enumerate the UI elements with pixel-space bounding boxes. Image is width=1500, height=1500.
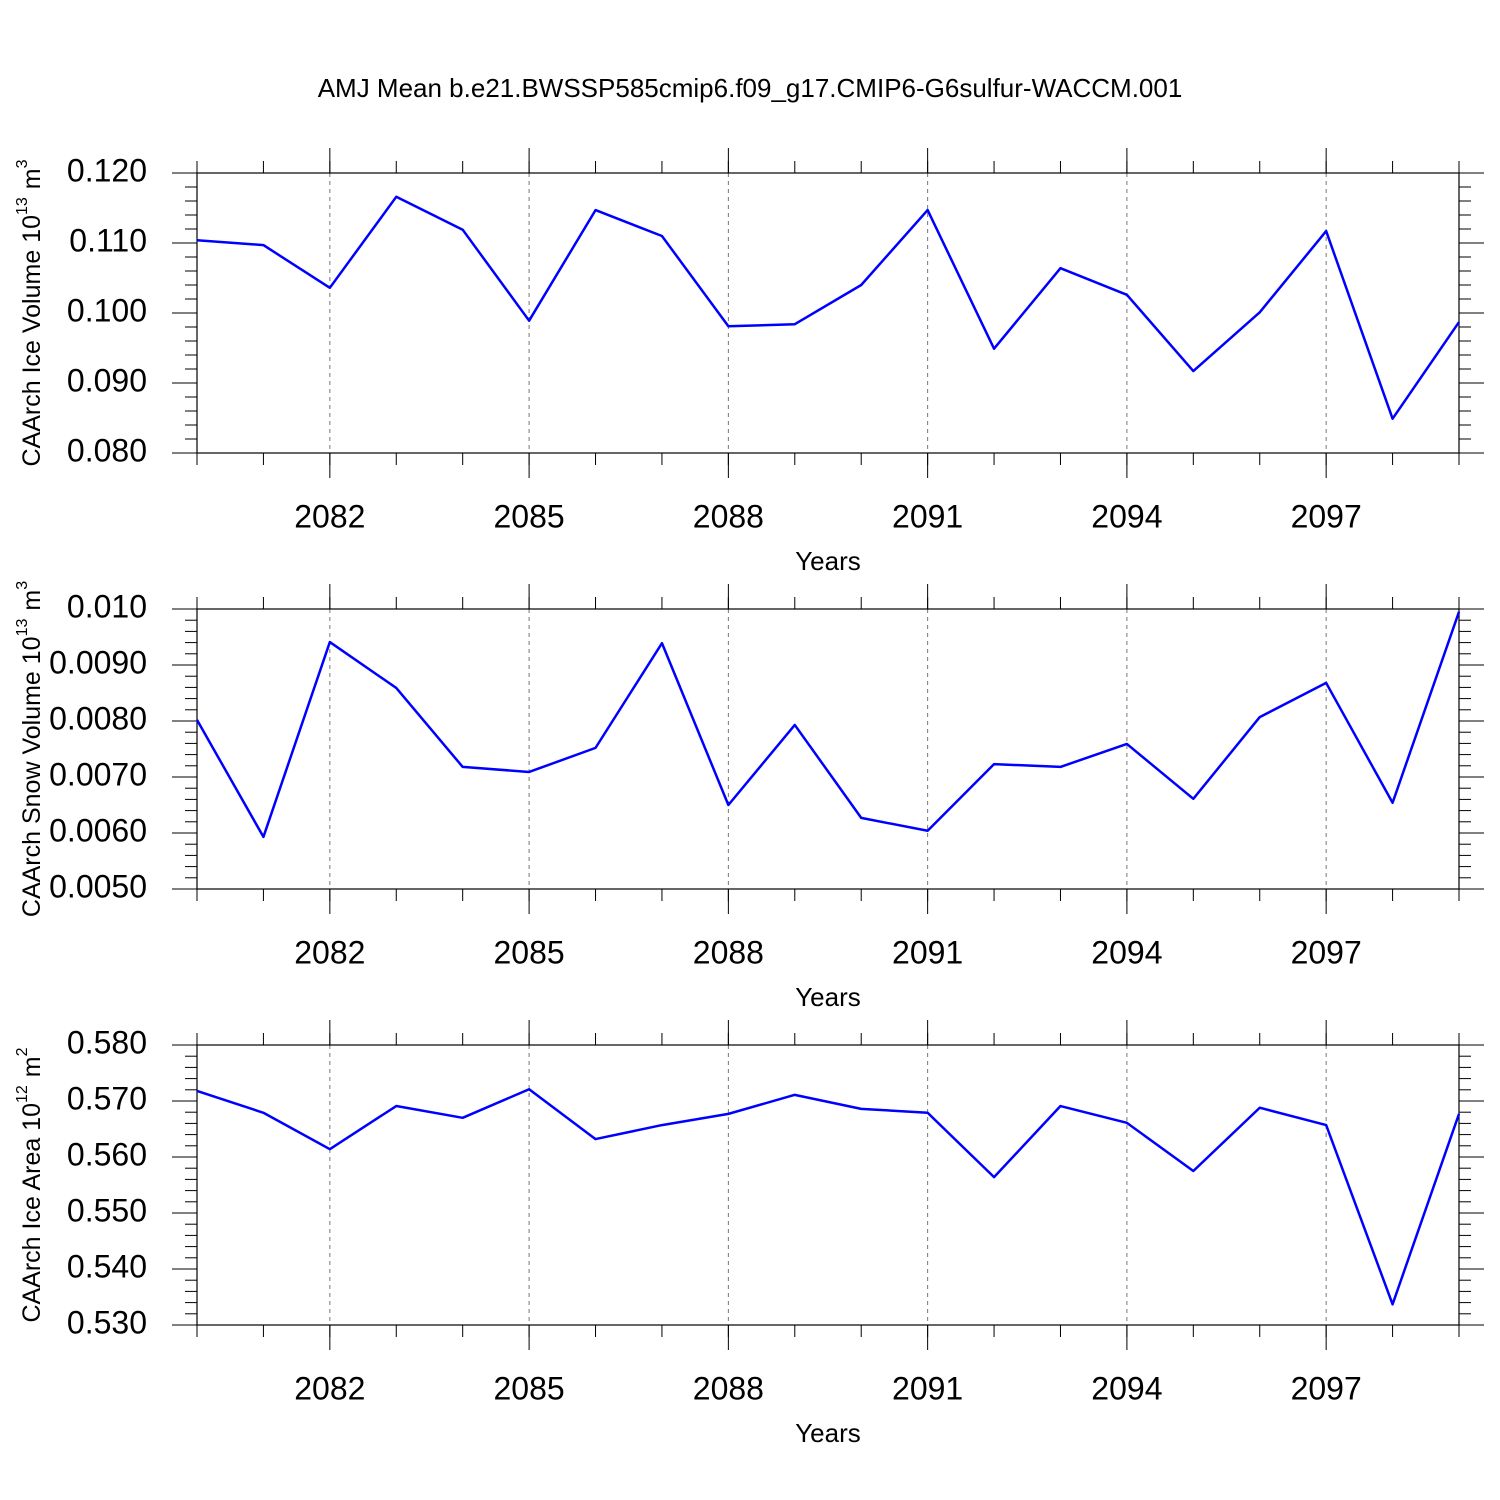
y-label-exponent: 13 (14, 619, 31, 637)
y-axis-label: CAArch Ice Area 1012 m2 (14, 1047, 45, 1322)
x-tick-label: 2088 (693, 934, 764, 970)
x-axis-label: Years (795, 982, 861, 1012)
y-label-text: CAArch Ice Volume 10 (18, 215, 46, 467)
y-label-unit-exponent: 3 (14, 581, 31, 590)
x-tick-label: 2097 (1291, 934, 1362, 970)
x-tick-label: 2091 (892, 934, 963, 970)
y-tick-label: 0.120 (67, 152, 147, 188)
y-tick-label: 0.570 (67, 1080, 147, 1116)
x-axis-label: Years (795, 546, 861, 576)
y-label-exponent: 13 (14, 197, 31, 215)
y-tick-label: 0.100 (67, 292, 147, 328)
y-tick-label: 0.080 (67, 432, 147, 468)
y-tick-label: 0.530 (67, 1304, 147, 1340)
x-tick-label: 2091 (892, 1370, 963, 1406)
x-tick-label: 2091 (892, 498, 963, 534)
x-tick-label: 2088 (693, 1370, 764, 1406)
x-tick-label: 2082 (294, 934, 365, 970)
x-tick-label: 2085 (494, 934, 565, 970)
y-axis-label: CAArch Ice Volume 1013 m3 (14, 159, 45, 466)
chart-title: AMJ Mean b.e21.BWSSP585cmip6.f09_g17.CMI… (318, 73, 1183, 103)
y-tick-label: 0.560 (67, 1136, 147, 1172)
y-label-text: CAArch Snow Volume 10 (18, 636, 46, 917)
y-tick-label: 0.010 (67, 588, 147, 624)
y-axis-label: CAArch Snow Volume 1013 m3 (14, 581, 45, 917)
x-tick-label: 2097 (1291, 498, 1362, 534)
x-tick-label: 2082 (294, 1370, 365, 1406)
x-tick-label: 2088 (693, 498, 764, 534)
y-label-unit-exponent: 3 (14, 159, 31, 168)
y-tick-label: 0.540 (67, 1248, 147, 1284)
y-label-unit-exponent: 2 (14, 1047, 31, 1056)
y-label-exponent: 12 (14, 1085, 31, 1103)
data-line (196, 1087, 1461, 1306)
y-tick-label: 0.0090 (49, 644, 147, 680)
x-axis-label: Years (795, 1418, 861, 1448)
y-label-unit: m (18, 168, 46, 189)
y-label-text: CAArch Ice Area 10 (18, 1103, 46, 1323)
y-label-unit: m (18, 1056, 46, 1077)
y-tick-label: 0.0060 (49, 812, 147, 848)
y-tick-label: 0.550 (67, 1192, 147, 1228)
plot-frame (196, 608, 1460, 890)
y-tick-label: 0.090 (67, 362, 147, 398)
y-tick-label: 0.0050 (49, 868, 147, 904)
y-tick-label: 0.0070 (49, 756, 147, 792)
y-tick-label: 0.580 (67, 1024, 147, 1060)
x-tick-label: 2094 (1091, 1370, 1162, 1406)
y-tick-label: 0.110 (69, 222, 147, 258)
x-tick-label: 2094 (1091, 498, 1162, 534)
y-tick-label: 0.0080 (49, 700, 147, 736)
x-tick-label: 2094 (1091, 934, 1162, 970)
x-tick-label: 2085 (494, 498, 565, 534)
x-tick-label: 2097 (1291, 1370, 1362, 1406)
y-label-unit: m (18, 590, 46, 611)
x-tick-label: 2082 (294, 498, 365, 534)
data-line (195, 611, 1461, 839)
plot-frame (196, 172, 1460, 454)
plot-frame (196, 1044, 1460, 1326)
x-tick-label: 2085 (494, 1370, 565, 1406)
data-line (196, 195, 1461, 420)
